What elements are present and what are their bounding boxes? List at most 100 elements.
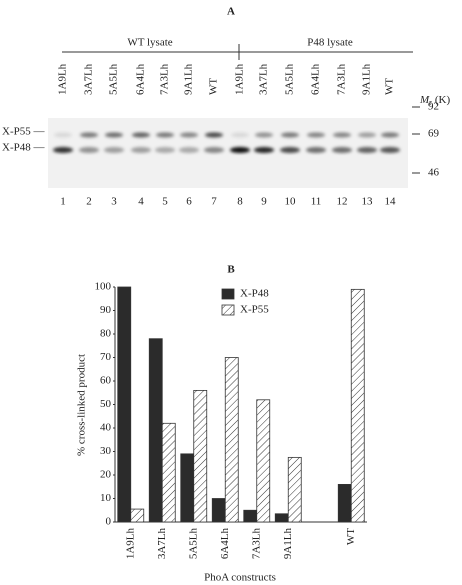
lane-label: 7A3Lh xyxy=(159,63,171,95)
x-tick-label: 6A4Lh xyxy=(219,528,231,560)
y-tick-label: 80 xyxy=(100,328,112,340)
x-tick-label: 1A9Lh xyxy=(124,528,136,560)
mr-symbol: M xyxy=(419,94,430,106)
x-tick-label: 5A5Lh xyxy=(187,528,199,560)
gel-band xyxy=(380,147,400,153)
panel-label: A xyxy=(227,6,235,18)
lane-number: 6 xyxy=(186,196,192,208)
lane-label: 6A4Lh xyxy=(310,63,322,95)
lane-number: 3 xyxy=(111,196,117,208)
bar xyxy=(161,422,176,523)
bar xyxy=(211,498,226,523)
bar xyxy=(350,288,365,523)
marker-label: 92 xyxy=(428,101,439,113)
marker-label: 69 xyxy=(428,128,440,140)
lane-number: 13 xyxy=(362,196,374,208)
marker-label: 46 xyxy=(428,167,440,179)
y-tick-label: 0 xyxy=(106,516,112,528)
lane-label: 9A1Lh xyxy=(183,63,195,95)
gel-band xyxy=(54,132,72,138)
gel-band xyxy=(307,132,325,138)
x-axis-label: PhoA constructs xyxy=(204,572,276,584)
gel-band xyxy=(204,147,224,153)
gel-bands xyxy=(53,132,400,153)
gel-band xyxy=(155,147,175,153)
lane-number: 11 xyxy=(311,196,322,208)
lane-label: 3A7Lh xyxy=(258,63,270,95)
x-tick-label: 3A7Lh xyxy=(156,528,168,560)
lane-label: 6A4Lh xyxy=(135,63,147,95)
lane-number: 8 xyxy=(237,196,243,208)
lane-number: 10 xyxy=(285,196,297,208)
lane-number: 2 xyxy=(86,196,92,208)
y-tick-label: 20 xyxy=(100,469,112,481)
bar xyxy=(130,508,145,523)
legend-swatch xyxy=(221,304,235,316)
y-tick-label: 30 xyxy=(100,445,112,457)
gel-band xyxy=(105,132,123,138)
gel-band xyxy=(306,147,326,153)
x-tick-label: 7A3Lh xyxy=(250,528,262,560)
y-tick-label: 60 xyxy=(100,375,112,387)
gel-band xyxy=(180,132,198,138)
bar xyxy=(148,338,163,523)
gel-band xyxy=(205,132,223,138)
band-label: X-P55 — xyxy=(2,126,45,138)
gel-band xyxy=(179,147,199,153)
gel-band xyxy=(231,132,249,138)
gel-band xyxy=(132,132,150,138)
lane-label: WT xyxy=(208,78,220,95)
gel-band xyxy=(80,132,98,138)
legend-label: X-P48 xyxy=(240,288,269,300)
y-tick-label: 70 xyxy=(100,351,112,363)
lane-number: 9 xyxy=(261,196,267,208)
lane-number: 5 xyxy=(162,196,168,208)
gel-band xyxy=(230,147,250,153)
gel-band xyxy=(357,147,377,153)
gel-band xyxy=(254,147,274,153)
lane-number: 1 xyxy=(60,196,66,208)
gel-band xyxy=(332,147,352,153)
lane-label: 5A5Lh xyxy=(108,63,120,95)
gel-band xyxy=(79,147,99,153)
x-tick-label: WT xyxy=(345,528,357,545)
lane-number: 4 xyxy=(138,196,144,208)
gel xyxy=(48,118,408,188)
lane-label: 5A5Lh xyxy=(284,63,296,95)
legend-label: X-P55 xyxy=(240,304,269,316)
lane-label: 1A9Lh xyxy=(234,63,246,95)
gel-band xyxy=(255,132,273,138)
band-label: X-P48 — xyxy=(2,142,45,154)
group-label: P48 lysate xyxy=(307,37,353,49)
y-tick-label: 100 xyxy=(95,281,112,293)
bar xyxy=(256,399,271,523)
mr-subscript: r xyxy=(429,98,432,107)
y-axis-label: % cross-linked product xyxy=(76,354,88,456)
gel-band xyxy=(53,147,73,153)
bar xyxy=(243,509,258,523)
gel-band xyxy=(333,132,351,138)
mr-unit: (K) xyxy=(435,94,451,106)
lane-label: WT xyxy=(384,78,396,95)
x-tick-label: 9A1Lh xyxy=(282,528,294,560)
gel-band xyxy=(381,132,399,138)
lane-label: 9A1Lh xyxy=(361,63,373,95)
bar xyxy=(117,286,132,523)
gel-band xyxy=(156,132,174,138)
lane-label: 7A3Lh xyxy=(336,63,348,95)
bar xyxy=(224,357,239,523)
lane-number: 14 xyxy=(385,196,397,208)
gel-band xyxy=(104,147,124,153)
bar xyxy=(287,456,302,523)
lane-number: 12 xyxy=(337,196,348,208)
bar xyxy=(193,389,208,523)
group-label: WT lysate xyxy=(127,37,172,49)
gel-band xyxy=(281,132,299,138)
lane-label: 1A9Lh xyxy=(57,63,69,95)
y-tick-label: 50 xyxy=(100,398,112,410)
y-tick-label: 10 xyxy=(100,492,112,504)
bar xyxy=(274,513,289,523)
lane-number: 7 xyxy=(211,196,217,208)
legend-swatch xyxy=(221,288,235,300)
